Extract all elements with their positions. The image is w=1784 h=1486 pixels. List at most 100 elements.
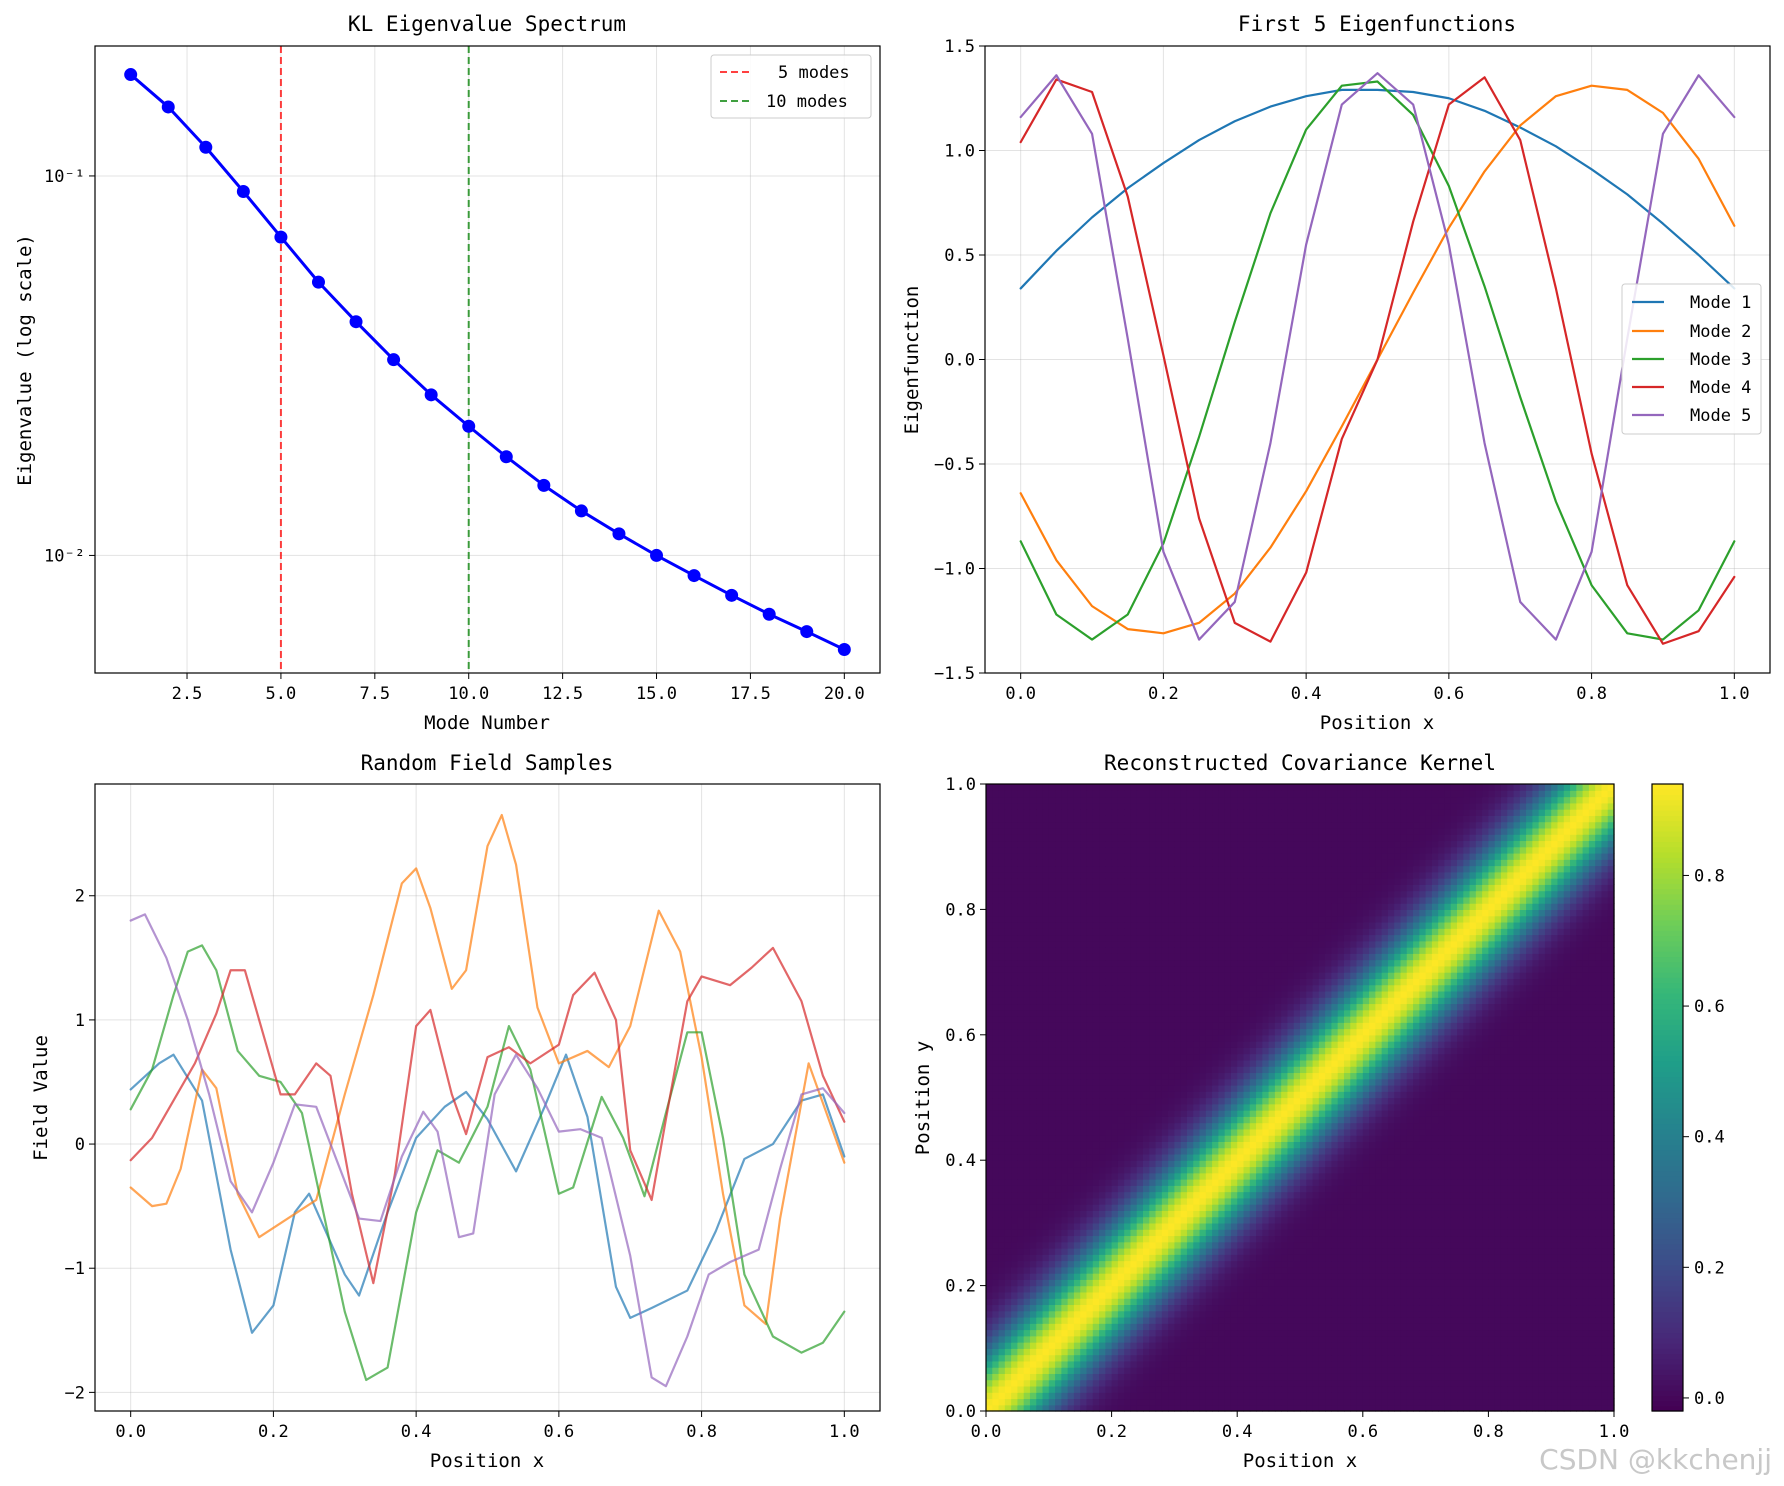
heatmap-cell <box>1607 1185 1615 1193</box>
heatmap-cell <box>1318 1210 1326 1218</box>
heatmap-cell <box>1080 1379 1088 1387</box>
heatmap-cell <box>1143 1335 1150 1343</box>
heatmap-cell <box>1394 1392 1402 1400</box>
heatmap-cell <box>1576 1379 1584 1387</box>
heatmap-cell <box>1055 1348 1062 1356</box>
heatmap-cell <box>1526 1135 1533 1142</box>
heatmap-cell <box>1425 1342 1433 1349</box>
heatmap-cell <box>1136 1398 1144 1406</box>
heatmap-cell <box>1563 1367 1571 1374</box>
heatmap-cell <box>1375 1191 1383 1199</box>
heatmap-cell <box>1023 1260 1031 1268</box>
heatmap-cell <box>1588 1147 1596 1155</box>
heatmap-cell <box>1011 1335 1018 1343</box>
heatmap-cell <box>1092 1229 1100 1237</box>
heatmap-cell <box>1350 1110 1358 1117</box>
y-axis-label: Eigenfunction <box>901 286 923 435</box>
heatmap-cell <box>1356 1235 1364 1243</box>
heatmap-cell <box>998 1385 1006 1393</box>
heatmap-cell <box>1256 1385 1263 1393</box>
heatmap-cell <box>1425 1291 1433 1299</box>
heatmap-cell <box>1268 1135 1276 1142</box>
heatmap-cell <box>1274 1329 1282 1337</box>
heatmap-cell <box>1036 1385 1044 1393</box>
heatmap-cell <box>1061 1116 1069 1124</box>
heatmap-cell <box>1300 1279 1307 1287</box>
heatmap-cell <box>1438 1310 1446 1318</box>
heatmap-cell <box>1325 1122 1332 1130</box>
heatmap-cell <box>1419 1342 1427 1349</box>
heatmap-cell <box>1519 1398 1527 1406</box>
heatmap-cell <box>1237 1247 1245 1255</box>
heatmap-cell <box>1500 1379 1508 1387</box>
heatmap-cell <box>1551 1335 1559 1343</box>
heatmap-cell <box>1218 1179 1226 1186</box>
heatmap-cell <box>1243 1122 1251 1130</box>
heatmap-cell <box>1073 1229 1081 1237</box>
heatmap-cell <box>1149 1360 1157 1368</box>
heatmap-cell <box>998 1310 1006 1318</box>
heatmap-cell <box>1588 1291 1596 1299</box>
heatmap-cell <box>1199 1172 1207 1180</box>
heatmap-cell <box>1362 1404 1370 1412</box>
heatmap-cell <box>1099 1398 1106 1406</box>
heatmap-cell <box>1519 1373 1527 1381</box>
heatmap-cell <box>1111 1110 1119 1117</box>
heatmap-cell <box>1482 1348 1489 1356</box>
heatmap-cell <box>1450 1116 1458 1124</box>
heatmap-cell <box>1318 1204 1326 1211</box>
heatmap-cell <box>1519 1310 1527 1318</box>
heatmap-cell <box>1413 1204 1420 1211</box>
heatmap-cell <box>1362 1135 1370 1142</box>
heatmap-cell <box>1262 1179 1270 1186</box>
heatmap-cell <box>1155 1179 1163 1186</box>
heatmap-cell <box>1343 1197 1351 1205</box>
heatmap-cell <box>1224 1153 1232 1161</box>
heatmap-cell <box>1369 1298 1376 1306</box>
heatmap-cell <box>1532 1191 1540 1199</box>
heatmap-cell <box>1300 1216 1307 1224</box>
heatmap-cell <box>1086 1392 1094 1400</box>
heatmap-cell <box>1161 1273 1169 1280</box>
heatmap-cell <box>1331 1360 1339 1368</box>
heatmap-cell <box>1017 1153 1025 1161</box>
heatmap-cell <box>1532 1316 1540 1324</box>
heatmap-cell <box>1532 1153 1540 1161</box>
heatmap-cell <box>1061 1153 1069 1161</box>
heatmap-cell <box>1494 1279 1502 1287</box>
heatmap-cell <box>1023 1166 1031 1174</box>
heatmap-cell <box>1268 1392 1276 1400</box>
heatmap-cell <box>986 1342 993 1349</box>
heatmap-cell <box>1180 1379 1188 1387</box>
heatmap-cell <box>1136 1373 1144 1381</box>
heatmap-cell <box>1111 1229 1119 1237</box>
heatmap-cell <box>1588 1392 1596 1400</box>
heatmap-cell <box>1325 1172 1332 1180</box>
heatmap-cell <box>1036 1279 1044 1287</box>
heatmap-cell <box>1595 1373 1603 1381</box>
heatmap-cell <box>1500 1216 1508 1224</box>
heatmap-cell <box>1205 1222 1213 1230</box>
heatmap-cell <box>1325 1260 1332 1268</box>
heatmap-cell <box>1174 1160 1182 1168</box>
heatmap-cell <box>1281 1147 1289 1155</box>
heatmap-cell <box>1475 1279 1483 1287</box>
heatmap-cell <box>1318 1191 1326 1199</box>
heatmap-cell <box>1331 1404 1339 1412</box>
heatmap-cell <box>1482 1279 1489 1287</box>
heatmap-cell <box>1576 1354 1584 1362</box>
heatmap-cell <box>1425 1122 1433 1130</box>
heatmap-cell <box>1595 1285 1603 1293</box>
heatmap-cell <box>1281 1191 1289 1199</box>
series-line-sample-3 <box>129 944 846 1382</box>
heatmap-cell <box>1099 1273 1106 1280</box>
heatmap-cell <box>1004 1229 1012 1237</box>
heatmap-cell <box>1249 1373 1257 1381</box>
heatmap-cell <box>1306 1110 1314 1117</box>
heatmap-cell <box>1519 1247 1527 1255</box>
heatmap-cell <box>1230 1166 1238 1174</box>
heatmap-cell <box>1306 1404 1314 1412</box>
heatmap-cell <box>1331 1254 1339 1262</box>
heatmap-cell <box>1425 1304 1433 1312</box>
heatmap-cell <box>1538 1379 1546 1387</box>
